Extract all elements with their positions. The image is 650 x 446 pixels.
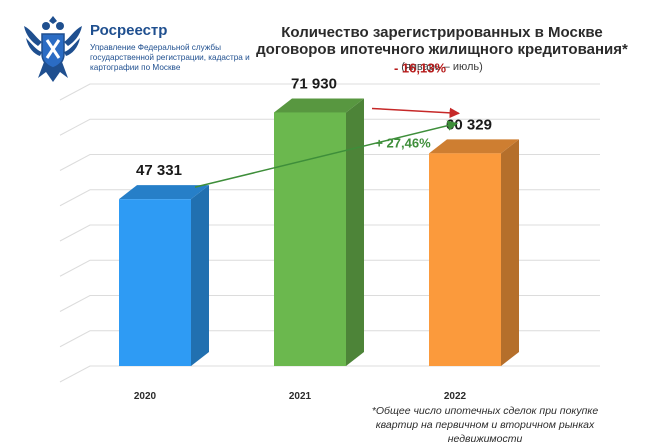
x-tick-2020: 2020 [134, 391, 157, 402]
annotation-arrow [194, 120, 459, 188]
annotation-arrow [371, 107, 461, 119]
grid-line [59, 365, 600, 383]
bar-2020 [119, 185, 209, 366]
x-tick-labels: 2020 2021 2022 [134, 391, 467, 402]
data-label-2021: 71 930 [291, 75, 337, 92]
bar-side [346, 98, 364, 366]
logo-block: Росреестр Управление Федеральной службы … [20, 12, 250, 92]
org-full-name: Управление Федеральной службы государств… [90, 43, 250, 72]
chart-title: Количество зарегистрированных в Москве д… [256, 24, 628, 58]
grid-line [59, 83, 600, 101]
bar-front [274, 112, 346, 366]
bar-2022 [429, 139, 519, 366]
bar-top [119, 185, 209, 200]
bar-front [429, 153, 501, 366]
bar-side [191, 185, 209, 366]
bar-top [274, 98, 364, 113]
data-label-2020: 47 331 [136, 162, 182, 179]
annotation-decrease: - 16,13% [371, 60, 461, 119]
x-tick-2022: 2022 [444, 391, 467, 402]
bars [119, 98, 519, 366]
eagle-emblem-icon [24, 16, 82, 82]
bar-side [501, 139, 519, 366]
bar-2021 [274, 98, 364, 366]
bar-top [429, 139, 519, 154]
annotations: - 16,13% + 27,46% [194, 60, 461, 188]
annotation-increase: + 27,46% [194, 120, 459, 188]
x-tick-2021: 2021 [289, 391, 312, 402]
org-name: Росреестр [90, 22, 168, 39]
grid-line [59, 118, 600, 136]
bar-front [119, 199, 191, 366]
chart-subtitle: (январь – июль) [401, 61, 483, 73]
footnote: *Общее число ипотечных сделок при покупк… [371, 405, 599, 445]
annotation-label: + 27,46% [375, 135, 431, 150]
annotation-label: - 16,13% [394, 60, 446, 75]
